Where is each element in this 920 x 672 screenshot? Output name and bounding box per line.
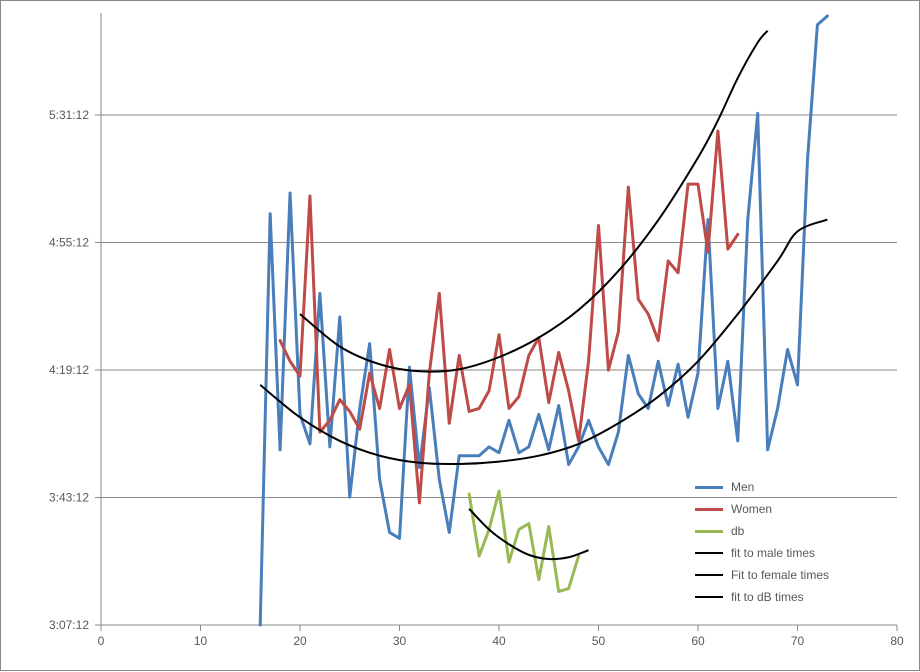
series-women	[280, 131, 738, 503]
legend-label: db	[731, 524, 744, 538]
svg-text:60: 60	[691, 634, 705, 648]
legend-label: Women	[731, 502, 772, 516]
svg-text:40: 40	[492, 634, 506, 648]
svg-text:80: 80	[890, 634, 904, 648]
legend-item: fit to dB times	[695, 588, 829, 606]
svg-text:3:07:12: 3:07:12	[49, 618, 89, 632]
legend-item: db	[695, 522, 829, 540]
svg-text:20: 20	[293, 634, 307, 648]
svg-text:10: 10	[194, 634, 208, 648]
legend-swatch	[695, 508, 723, 511]
legend-item: fit to male times	[695, 544, 829, 562]
svg-text:5:31:12: 5:31:12	[49, 108, 89, 122]
legend-swatch	[695, 530, 723, 533]
svg-text:30: 30	[393, 634, 407, 648]
svg-text:4:55:12: 4:55:12	[49, 236, 89, 250]
chart-legend: Men Women db fit to male times Fit to female…	[695, 474, 829, 610]
legend-item: Fit to female times	[695, 566, 829, 584]
legend-swatch	[695, 486, 723, 489]
line-chart: 0 10 20 30 40 50 60 70 80 3:07:12 3:43:12 4:19:12 4:…	[0, 0, 920, 671]
legend-swatch	[695, 596, 723, 598]
svg-text:3:43:12: 3:43:12	[49, 491, 89, 505]
legend-item: Men	[695, 478, 829, 496]
legend-label: Fit to female times	[731, 568, 829, 582]
legend-label: fit to dB times	[731, 590, 804, 604]
legend-label: fit to male times	[731, 546, 815, 560]
svg-text:0: 0	[98, 634, 105, 648]
fit-curve	[300, 31, 768, 372]
legend-item: Women	[695, 500, 829, 518]
legend-label: Men	[731, 480, 754, 494]
svg-text:4:19:12: 4:19:12	[49, 363, 89, 377]
svg-text:50: 50	[592, 634, 606, 648]
legend-swatch	[695, 552, 723, 554]
series-db	[469, 491, 578, 591]
legend-swatch	[695, 574, 723, 576]
svg-text:70: 70	[791, 634, 805, 648]
